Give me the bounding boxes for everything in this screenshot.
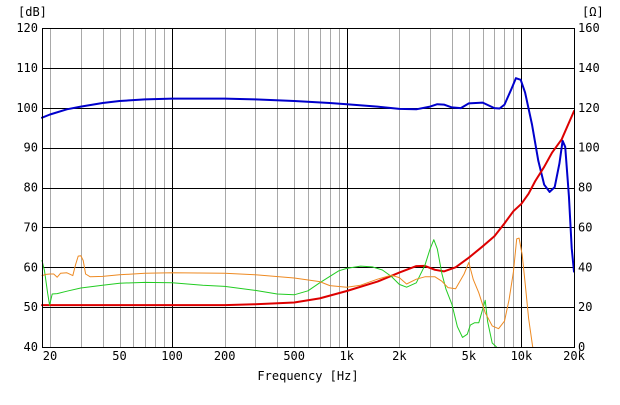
y-axis-label-left: [dB] [18,5,47,19]
x-tick-label: 500 [283,349,305,363]
axis-labels: [dB] [Ω] Frequency [Hz] 120 110 100 90 80 70 6… [16,5,603,383]
x-tick-label: 5k [462,349,477,363]
y-tick-label-left: 100 [16,101,38,115]
y-axis-label-right: [Ω] [582,5,604,19]
x-tick-label: 50 [112,349,126,363]
x-tick-label: 2k [392,349,407,363]
series-line-2 [41,110,575,307]
x-tick-label: 1k [340,349,355,363]
series-line-1 [41,77,575,273]
plot-frame [42,28,575,348]
x-tick-label: 100 [161,349,183,363]
y-tick-label-left: 90 [24,141,38,155]
y-tick-label-left: 50 [24,300,38,314]
x-tick-label: 200 [214,349,236,363]
y-tick-label-right: 40 [578,260,592,274]
series [41,77,575,348]
y-tick-label-left: 70 [24,220,38,234]
y-tick-label-right: 20 [578,300,592,314]
y-tick-label-right: 60 [578,220,592,234]
series-line-3 [41,239,497,348]
x-tick-label: 10k [511,349,533,363]
y-tick-label-right: 140 [578,61,600,75]
x-tick-label: 20k [563,349,585,363]
x-axis-label: Frequency [Hz] [257,369,358,383]
y-tick-label-left: 110 [16,61,38,75]
y-tick-label-left: 40 [24,340,38,354]
y-tick-label-left: 60 [24,260,38,274]
y-tick-label-left: 120 [16,21,38,35]
y-tick-label-left: 80 [24,181,38,195]
x-tick-label: 20 [43,349,57,363]
y-tick-label-right: 160 [578,21,600,35]
y-tick-label-right: 0 [578,340,585,354]
series-line-4 [41,237,534,348]
y-tick-label-right: 100 [578,141,600,155]
y-tick-label-right: 120 [578,101,600,115]
y-tick-label-right: 80 [578,181,592,195]
